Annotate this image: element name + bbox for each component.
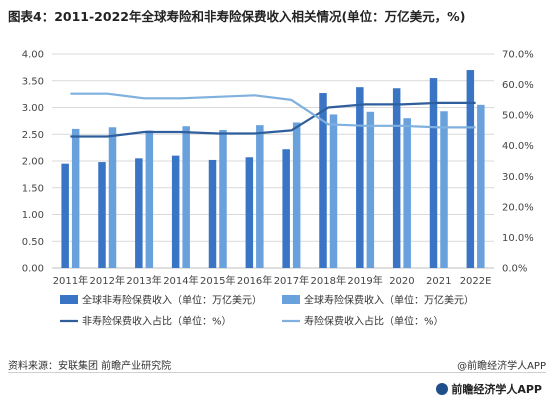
line-nonlife-share — [70, 101, 476, 138]
left-tick-label: 3.00 — [22, 103, 44, 114]
logo-icon — [436, 383, 449, 395]
right-tick-label: 60.0% — [502, 80, 534, 91]
right-tick-label: 70.0% — [502, 50, 534, 61]
right-tick-label: 0.0% — [502, 264, 527, 275]
bar-life — [219, 129, 227, 268]
right-tick-label: 10.0% — [502, 233, 534, 244]
x-tick-label: 2020 — [389, 276, 414, 287]
x-tick-label: 2011年 — [53, 274, 88, 287]
x-tick-label: 2016年 — [237, 274, 272, 287]
x-tick-label: 2013年 — [126, 274, 161, 287]
left-tick-label: 3.50 — [22, 76, 44, 87]
x-tick-label: 2019年 — [347, 274, 382, 287]
legend: 全球非寿险保费收入（单位：万亿美元） 全球寿险保费收入（单位：万亿美元） 非寿险保费… — [60, 294, 474, 328]
bar-life — [329, 114, 338, 268]
left-tick-label: 0.00 — [22, 264, 44, 275]
left-tick-label: 4.00 — [22, 50, 44, 61]
lines — [70, 92, 476, 138]
bars — [61, 70, 485, 269]
x-tick-label: 2018年 — [311, 274, 346, 287]
bar-nonlife — [356, 87, 364, 268]
bar-nonlife — [61, 163, 69, 268]
right-tick-label: 40.0% — [502, 141, 534, 152]
legend-label: 全球非寿险保费收入（单位：万亿美元） — [82, 294, 262, 307]
right-tick-label: 30.0% — [502, 172, 534, 183]
left-tick-label: 2.00 — [22, 157, 44, 168]
left-axis-ticks: 0.00 0.50 1.00 1.50 2.00 2.50 3.00 3.50 4.00 — [22, 50, 44, 275]
footer-divider — [8, 372, 546, 373]
chart-title: 图表4：2011-2022年全球寿险和非寿险保费收入相关情况(单位：万亿美元，%… — [8, 9, 466, 24]
bar-life — [256, 125, 264, 268]
bar-life — [403, 118, 411, 268]
source-note: 资料来源：安联集团 前瞻产业研究院 — [8, 361, 172, 372]
bar-nonlife — [171, 155, 180, 268]
legend-swatch — [282, 295, 300, 304]
bar-life — [145, 130, 154, 268]
bar-nonlife — [392, 88, 401, 269]
grid-lines — [52, 53, 494, 269]
bar-nonlife — [282, 149, 290, 268]
bar-life — [440, 111, 448, 269]
bar-nonlife — [208, 159, 217, 268]
line-life-share — [70, 92, 476, 129]
left-tick-label: 0.50 — [22, 237, 44, 248]
footer: 资料来源：安联集团 前瞻产业研究院 @前瞻经济学人APP — [8, 357, 546, 372]
x-tick-label: 2022E — [460, 276, 492, 287]
bar-nonlife — [429, 78, 438, 268]
x-axis-ticks: 2011年 2012年 2013年 2014年 2015年 2016年 2017年 2018年… — [53, 274, 492, 287]
bar-life — [71, 128, 80, 268]
chart: 0.00 0.50 1.00 1.50 2.00 2.50 3.00 3.50 4.00 0.0… — [22, 50, 534, 328]
watermark-logo: 前瞻经济学人APP — [436, 381, 542, 397]
brand-credit: @前瞻经济学人APP — [457, 361, 546, 372]
right-tick-label: 50.0% — [502, 111, 534, 122]
right-tick-label: 20.0% — [502, 202, 534, 213]
x-tick-label: 2017年 — [274, 274, 309, 287]
legend-label: 非寿险保费收入占比（单位：%） — [82, 315, 232, 328]
legend-label: 全球寿险保费收入（单位：万亿美元） — [304, 294, 474, 307]
bar-nonlife — [319, 93, 327, 269]
bar-life — [366, 111, 375, 268]
bar-nonlife — [135, 158, 143, 268]
x-tick-label: 2021 — [426, 276, 451, 287]
bar-life — [292, 122, 301, 268]
legend-swatch — [60, 295, 78, 304]
bar-nonlife — [466, 70, 475, 268]
left-tick-label: 1.50 — [22, 183, 44, 194]
bar-nonlife — [245, 157, 254, 268]
bar-life — [182, 126, 190, 268]
bar-life — [108, 127, 117, 268]
x-tick-label: 2014年 — [163, 274, 198, 287]
watermark-text: 前瞻经济学人APP — [451, 383, 542, 396]
bar-life — [477, 104, 485, 268]
legend-label: 寿险保费收入占比（单位：%） — [304, 315, 444, 328]
right-axis-ticks: 0.0% 10.0% 20.0% 30.0% 40.0% 50.0% 60.0% 70.0% — [502, 50, 534, 275]
left-tick-label: 2.50 — [22, 130, 44, 141]
bar-nonlife — [98, 162, 106, 268]
x-tick-label: 2015年 — [200, 274, 235, 287]
left-tick-label: 1.00 — [22, 210, 44, 221]
x-tick-label: 2012年 — [90, 274, 125, 287]
